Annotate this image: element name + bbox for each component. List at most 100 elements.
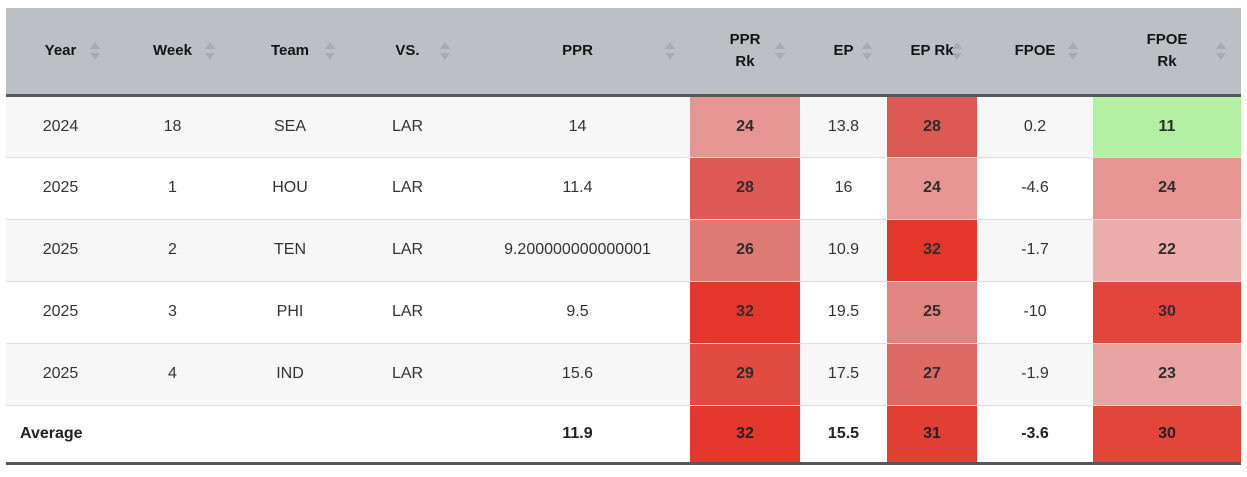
table-row: 2025 1 HOU LAR 11.4 28 16 24 -4.6 24 [6,157,1241,219]
column-label-ppr: PPR [562,41,593,59]
cell-ep-rk: 32 [887,219,977,281]
cell-year: Average [20,424,83,442]
cell-vs: LAR [391,179,424,196]
sort-icon[interactable] [90,41,100,60]
cell-fpoe-rk: 22 [1093,219,1241,281]
column-label-fpoe-rk: FPOE Rk [1146,31,1188,70]
cell-week: 2 [168,241,177,258]
cell-fpoe: -10 [1023,303,1047,320]
cell-year: 2025 [42,241,79,258]
sort-icon[interactable] [665,41,675,60]
sort-icon[interactable] [952,41,962,60]
average-row: Average 11.9 32 15.5 31 -3.6 30 [6,405,1241,463]
sort-icon[interactable] [440,41,450,60]
cell-ep: 10.9 [827,241,860,258]
cell-ppr: 9.5 [566,303,589,320]
column-label-ep: EP [833,41,854,59]
cell-year: 2025 [42,303,79,320]
cell-team: HOU [272,179,308,196]
cell-fpoe: -1.9 [1021,365,1049,382]
cell-vs: LAR [391,303,424,320]
cell-fpoe-rk: 30 [1093,405,1241,463]
cell-ppr: 11.4 [562,179,593,196]
column-header-vs[interactable]: VS. [350,8,465,95]
column-label-ppr-rk: PPR Rk [729,31,761,70]
column-header-ep-rk[interactable]: EP Rk [887,8,977,95]
cell-fpoe: -1.7 [1021,241,1049,258]
cell-ep-rk: 25 [887,281,977,343]
cell-ppr-rk: 32 [690,281,800,343]
cell-fpoe-rk: 11 [1093,95,1241,157]
cell-team [230,405,350,463]
table-row: 2025 3 PHI LAR 9.5 32 19.5 25 -10 30 [6,281,1241,343]
cell-fpoe-rk: 23 [1093,343,1241,405]
sort-icon[interactable] [1068,41,1078,60]
column-header-ep[interactable]: EP [800,8,887,95]
cell-fpoe-rk: 30 [1093,281,1241,343]
cell-team: IND [276,365,304,382]
cell-ppr: 15.6 [561,365,594,382]
table-row: 2024 18 SEA LAR 14 24 13.8 28 0.2 11 [6,95,1241,157]
cell-fpoe: -3.6 [1021,424,1049,442]
column-label-year: Year [44,41,77,59]
cell-ep: 16 [834,179,853,196]
column-header-fpoe-rk[interactable]: FPOE Rk [1093,8,1241,95]
cell-ep: 15.5 [827,424,860,442]
cell-vs: LAR [391,241,424,258]
cell-team: TEN [274,241,306,258]
sort-icon[interactable] [205,41,215,60]
header-row: Year Week Team VS. PPR PPR Rk [6,8,1241,95]
cell-vs: LAR [391,365,424,382]
cell-ppr-rk: 26 [690,219,800,281]
cell-fpoe-rk: 24 [1093,157,1241,219]
cell-ppr-rk: 28 [690,157,800,219]
cell-year: 2024 [42,117,79,135]
cell-fpoe: 0.2 [1023,117,1047,135]
cell-ep-rk: 24 [887,157,977,219]
column-label-fpoe: FPOE [1014,41,1056,59]
sort-icon[interactable] [775,41,785,60]
cell-week: 18 [163,117,182,135]
sort-icon[interactable] [1216,41,1226,60]
cell-week: 3 [168,303,177,320]
table-header: Year Week Team VS. PPR PPR Rk [6,8,1241,95]
column-header-week[interactable]: Week [115,8,230,95]
cell-vs: LAR [391,117,424,135]
cell-ppr-rk: 24 [690,95,800,157]
cell-year: 2025 [42,179,79,196]
cell-team: PHI [276,303,304,320]
cell-week: 4 [168,365,177,382]
sort-icon[interactable] [325,41,335,60]
column-header-fpoe[interactable]: FPOE [977,8,1093,95]
stats-table: Year Week Team VS. PPR PPR Rk [6,8,1241,465]
table-body: 2024 18 SEA LAR 14 24 13.8 28 0.2 11 2025 1 HOU LAR 11… [6,95,1241,463]
sort-icon[interactable] [862,41,872,60]
column-header-ppr[interactable]: PPR [465,8,690,95]
cell-ep: 13.8 [827,117,860,135]
cell-ppr: 9.200000000000001 [504,241,651,258]
cell-ppr: 14 [568,117,587,135]
cell-week: 1 [168,179,177,196]
cell-year: 2025 [42,365,79,382]
cell-team: SEA [273,117,306,135]
cell-ppr-rk: 32 [690,405,800,463]
cell-ep-rk: 31 [887,405,977,463]
column-label-ep-rk: EP Rk [910,41,954,59]
column-label-vs: VS. [395,41,420,59]
cell-ep-rk: 27 [887,343,977,405]
cell-ep-rk: 28 [887,95,977,157]
column-header-year[interactable]: Year [6,8,115,95]
column-header-team[interactable]: Team [230,8,350,95]
column-label-team: Team [270,41,310,59]
cell-ppr-rk: 29 [690,343,800,405]
cell-ppr: 11.9 [562,424,593,442]
cell-ep: 17.5 [827,365,860,382]
cell-week [115,405,230,463]
cell-fpoe: -4.6 [1021,179,1049,196]
cell-vs [350,405,465,463]
cell-ep: 19.5 [827,303,860,320]
table-row: 2025 2 TEN LAR 9.200000000000001 26 10.9 32 -1.7… [6,219,1241,281]
column-header-ppr-rk[interactable]: PPR Rk [690,8,800,95]
column-label-week: Week [153,41,192,59]
table-row: 2025 4 IND LAR 15.6 29 17.5 27 -1.9 23 [6,343,1241,405]
